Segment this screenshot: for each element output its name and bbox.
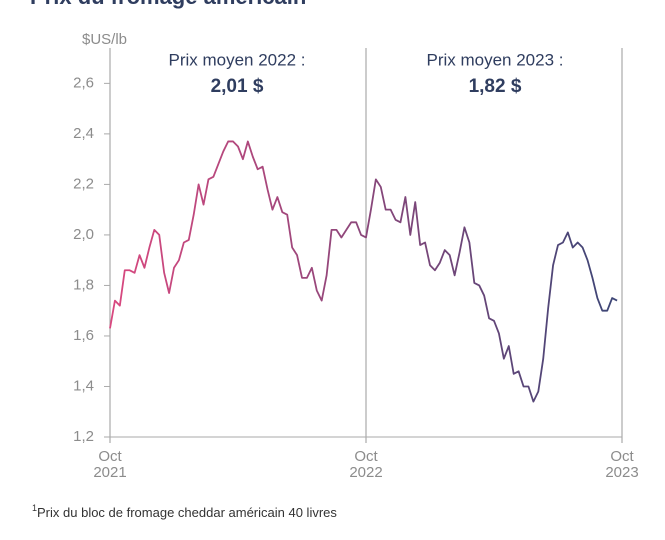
y-tick-label: 1,4 (73, 377, 94, 394)
x-tick-label: Oct (610, 448, 634, 465)
x-tick-label: Oct (98, 448, 122, 465)
y-tick-label: 2,4 (73, 125, 94, 142)
chart-title: Prix du fromage américain1 (30, 0, 314, 9)
y-tick-label: 2,6 (73, 74, 94, 91)
y-tick-label: 2,0 (73, 226, 94, 243)
annotation-label: Prix moyen 2023 : (426, 50, 563, 69)
x-tick-label: Oct (354, 448, 378, 465)
y-tick-label: 1,2 (73, 428, 94, 445)
y-tick-label: 1,8 (73, 276, 94, 293)
x-tick-label: 2023 (605, 464, 638, 481)
footnote: 1Prix du bloc de fromage cheddar américa… (32, 503, 337, 520)
y-tick-label: 2,2 (73, 175, 94, 192)
price-line (109, 140, 618, 403)
x-tick-label: 2022 (349, 464, 382, 481)
x-tick-label: 2021 (93, 464, 126, 481)
annotation-value: 1,82 $ (469, 76, 522, 97)
y-axis-label: $US/lb (82, 31, 127, 48)
annotation-value: 2,01 $ (211, 76, 264, 97)
annotation-label: Prix moyen 2022 : (168, 50, 305, 69)
y-tick-label: 1,6 (73, 327, 94, 344)
